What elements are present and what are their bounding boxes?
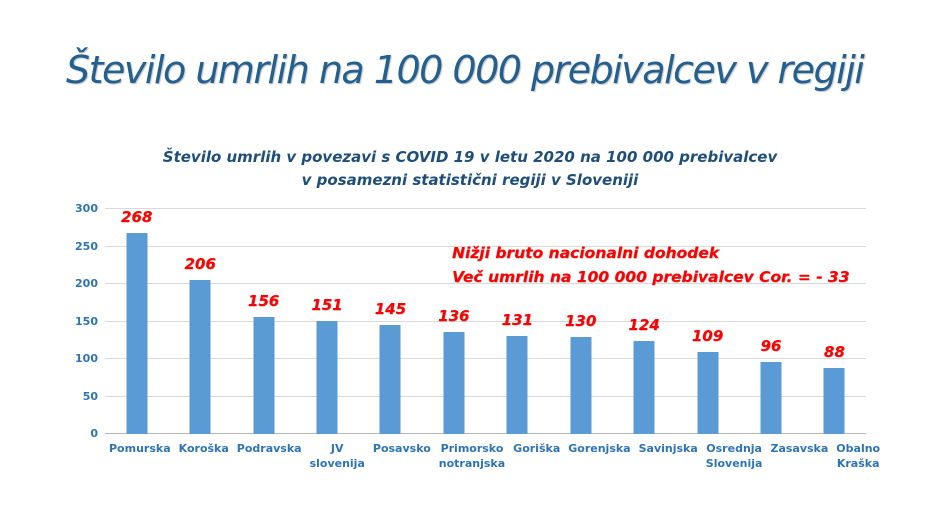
bar (570, 336, 592, 434)
x-category-label: Goriška (513, 442, 561, 455)
bar-column: 145 (359, 209, 422, 434)
x-category-label: Zasavska (770, 442, 829, 455)
bar (506, 335, 528, 434)
x-category-label: Primorsko notranjska (438, 442, 506, 471)
bar-value-label: 156 (247, 292, 280, 310)
bar-value-label: 145 (374, 300, 407, 319)
annotation-line-2: Več umrlih na 100 000 prebivalcev Cor. =… (452, 268, 850, 287)
bar-value-label: 151 (311, 295, 343, 314)
gridline (105, 245, 866, 247)
bar-column: 131 (486, 209, 549, 434)
y-tick-label: 150 (75, 314, 98, 328)
bar (443, 332, 465, 434)
bar-value-label: 136 (438, 307, 470, 325)
bar-column: 268 (105, 208, 168, 434)
x-category-label: Posavsko (372, 442, 431, 455)
bar-column: 109 (676, 209, 739, 434)
x-category-label: Pomurska (109, 442, 171, 455)
bar-column: 124 (612, 209, 675, 434)
bar-column: 96 (739, 209, 802, 434)
bar-value-label: 109 (691, 327, 724, 346)
y-tick-label: 300 (75, 202, 98, 215)
bar (316, 320, 338, 434)
bar-column: 151 (295, 209, 358, 434)
chart-annotation: Nižji bruto nacionalni dohodek Več umrli… (452, 241, 850, 289)
bar-value-label: 206 (184, 254, 216, 273)
y-tick-label: 100 (75, 352, 98, 365)
bar-column: 88 (803, 209, 866, 434)
y-tick-label: 200 (75, 277, 98, 290)
bar-column: 206 (168, 209, 231, 434)
bar-value-label: 96 (760, 337, 782, 355)
gridline (105, 283, 866, 284)
bar (379, 325, 401, 434)
page-title: Število umrlih na 100 000 prebivalcev v … (66, 48, 865, 92)
y-axis: 0 50 100 150 200 250 300 (60, 203, 98, 439)
bar-column: 156 (232, 209, 295, 434)
x-category-label: Osrednja Slovenija (705, 442, 763, 471)
gridline (105, 358, 866, 359)
bar (823, 368, 845, 434)
bars: 268 206 156 151 145 136 131 130 124 109 96 88 (105, 208, 866, 434)
bar-chart: 0 50 100 150 200 250 300 268 206 156 151 145 136 131… (60, 203, 870, 439)
y-tick-label: 50 (82, 389, 98, 403)
bar-value-label: 124 (628, 316, 660, 334)
bar-value-label: 88 (823, 343, 845, 361)
bar-value-label: 268 (121, 208, 153, 226)
x-axis-labels: Pomurska Koroška Podravska JV slovenija Posa… (105, 441, 880, 472)
bar (253, 317, 275, 434)
y-tick-label: 250 (75, 239, 98, 253)
x-category-label: JV slovenija (309, 442, 365, 471)
x-category-label: Savinjska (638, 442, 698, 455)
bar (697, 352, 718, 434)
bar (760, 362, 782, 434)
gridline (105, 320, 866, 322)
gridline (105, 208, 866, 209)
bar (126, 233, 148, 434)
chart-title: Število umrlih v povezavi s COVID 19 v l… (162, 148, 778, 189)
bar-value-label: 131 (501, 310, 533, 329)
y-tick-label: 0 (90, 427, 98, 440)
bar-value-label: 130 (565, 311, 597, 330)
x-category-label: Koroška (178, 442, 229, 455)
bar-column: 136 (422, 209, 485, 434)
bar (189, 279, 211, 434)
x-category-label: Obalno Kraška (836, 442, 881, 471)
x-axis-line (105, 433, 866, 434)
x-category-label: Gorenjska (568, 442, 631, 455)
bar (633, 341, 655, 434)
plot-area: 268 206 156 151 145 136 131 130 124 109 96 88 Nižji… (105, 208, 866, 434)
x-category-label: Podravska (236, 442, 302, 455)
bar-column: 130 (549, 209, 612, 434)
annotation-line-1: Nižji bruto nacionalni dohodek (452, 244, 720, 262)
gridline (105, 395, 866, 397)
